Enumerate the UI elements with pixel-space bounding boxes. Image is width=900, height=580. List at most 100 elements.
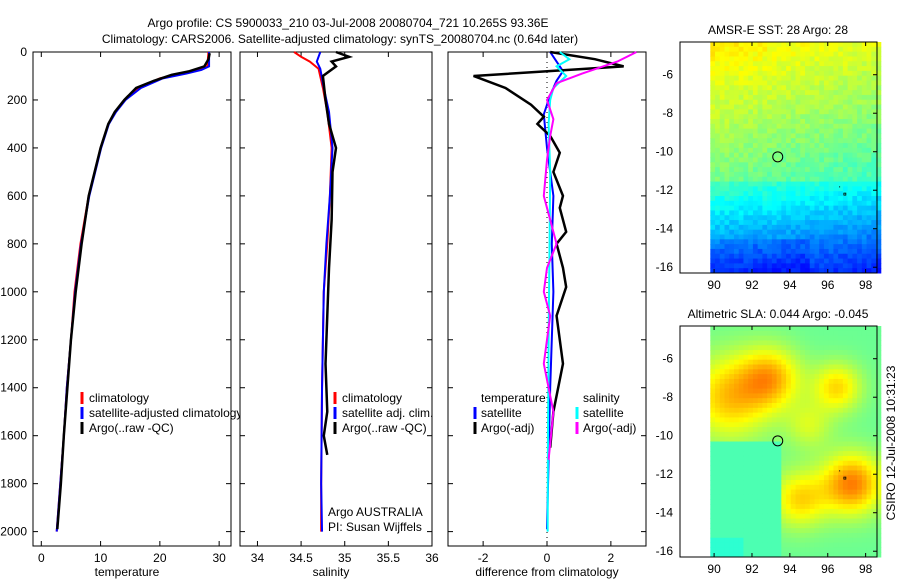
map-cell [771,460,778,467]
map-cell [814,66,820,72]
map-cell [819,446,825,452]
map-cell [771,114,778,120]
map-cell [876,374,882,380]
map-cell [842,244,849,250]
map-cell [800,114,806,120]
map-cell [823,215,830,221]
map-cell [838,475,844,481]
map-cell [786,354,792,361]
map-cell [776,85,782,91]
map-cell [710,388,716,394]
map-cell [715,504,721,510]
map-cell [805,104,811,110]
map-cell [733,552,740,558]
map-cell [838,532,844,539]
map-cell [814,369,820,375]
map-cell [809,398,815,404]
map-cell [757,518,763,524]
map-cell [710,196,716,202]
map-cell [823,388,830,394]
map-cell [857,455,863,462]
map-cell [729,143,735,149]
map-cell [776,268,782,274]
map-cell [861,205,868,211]
map-cell [757,393,763,399]
map-cell [743,215,749,221]
map-cell [838,94,844,101]
map-cell [738,239,744,245]
map-cell [781,388,787,394]
map-cell [776,528,782,534]
map-cell [719,532,726,539]
map-cell [790,114,797,120]
map-cell [771,513,778,519]
map-cell [828,128,834,134]
map-cell [866,220,872,226]
map-cell [800,499,806,505]
map-cell [800,191,806,197]
sst-map-title: AMSR-E SST: 28 Argo: 28 [708,23,848,37]
map-cell [748,61,754,67]
map-cell [809,263,815,269]
map-cell [748,398,754,404]
map-cell [790,374,797,380]
map-cell [771,455,778,462]
map-cell [823,181,830,187]
map-cell [861,239,868,245]
map-cell [729,470,735,476]
map-cell [857,340,863,346]
map-cell [743,388,749,394]
map-cell [710,90,716,96]
map-cell [838,508,844,515]
map-cell [748,181,754,187]
map-cell [710,56,716,62]
map-cell [842,504,849,510]
map-cell [842,215,849,221]
map-cell [738,90,744,96]
map-cell [715,518,721,524]
map-cell [857,547,863,553]
map-cell [866,253,872,260]
map-cell [733,94,740,101]
map-cell [861,244,868,250]
map-cell [800,200,806,207]
map-cell [857,345,863,351]
map-cell [781,480,787,486]
map-cell [748,171,754,178]
map-cell [729,398,735,404]
map-cell [795,176,801,183]
map-cell [738,398,744,404]
map-cell [781,263,787,269]
map-cell [729,393,735,399]
map-cell [752,123,759,130]
map-cell [876,85,882,91]
map-cell [833,412,839,418]
map-cell [842,326,849,332]
map-cell [819,340,825,346]
map-cell [814,547,820,553]
map-cell [771,99,778,106]
map-cell [852,393,858,399]
map-cell [833,417,839,423]
map-cell [771,465,778,471]
map-cell [814,119,820,125]
map-cell [866,191,872,197]
map-cell [743,422,749,428]
map-cell [743,345,749,351]
map-cell [876,258,882,264]
map-cell [748,383,754,390]
map-cell [776,364,782,370]
map-cell [762,234,768,240]
map-cell [710,326,716,332]
map-cell [781,460,787,467]
map-cell [833,499,839,505]
map-cell [866,378,872,385]
map-cell [776,532,782,539]
map-cell [800,99,806,106]
map-cell [767,94,773,101]
map-cell [715,359,721,365]
map-cell [776,523,782,529]
map-cell [767,248,773,255]
map-cell [719,340,726,346]
map-cell [733,446,740,452]
